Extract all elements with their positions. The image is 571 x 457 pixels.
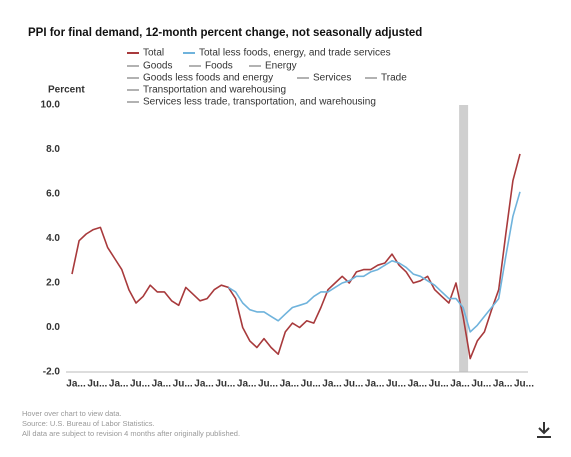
legend-label: Services less trade, transportation, and…	[143, 97, 376, 108]
download-button[interactable]	[537, 422, 551, 438]
y-tick-label: 2.0	[46, 278, 60, 289]
note: Hover over chart to view data.	[22, 409, 122, 418]
x-tick-label: Ju...	[173, 379, 193, 390]
y-tick-label: 6.0	[46, 189, 60, 200]
legend-label: Goods less foods and energy	[143, 73, 273, 84]
x-tick-label: Ju...	[429, 379, 449, 390]
x-tick-label: Ju...	[514, 379, 534, 390]
x-tick-label: Ja...	[493, 379, 513, 390]
note: All data are subject to revision 4 month…	[22, 429, 240, 438]
x-tick-label: Ja...	[280, 379, 300, 390]
x-tick-label: Ja...	[66, 379, 86, 390]
chart-title: PPI for final demand, 12-month percent c…	[28, 27, 422, 39]
y-tick-label: 10.0	[41, 100, 61, 111]
x-tick-label: Ja...	[237, 379, 257, 390]
x-tick-label: Ju...	[471, 379, 491, 390]
series-line	[227, 191, 521, 333]
x-tick-label: Ju...	[301, 379, 321, 390]
y-tick-label: -2.0	[43, 367, 61, 378]
y-axis-label: Percent	[48, 85, 85, 96]
download-icon[interactable]	[538, 427, 550, 435]
legend-label: Energy	[265, 61, 297, 72]
legend-label: Transportation and warehousing	[143, 85, 286, 96]
x-tick-label: Ju...	[87, 379, 107, 390]
note: Source: U.S. Bureau of Labor Statistics.	[22, 419, 155, 428]
legend-label: Services	[313, 73, 351, 84]
legend-label: Goods	[143, 61, 172, 72]
x-tick-label: Ja...	[152, 379, 172, 390]
recession-shade	[459, 105, 469, 372]
x-tick-label: Ju...	[343, 379, 363, 390]
legend-label: Total less foods, energy, and trade serv…	[199, 48, 391, 59]
legend-label: Foods	[205, 61, 233, 72]
legend-label: Total	[143, 48, 164, 59]
y-tick-label: 4.0	[46, 233, 60, 244]
x-tick-label: Ja...	[109, 379, 129, 390]
legend-label: Trade	[381, 73, 407, 84]
x-tick-label: Ja...	[408, 379, 428, 390]
x-tick-label: Ju...	[215, 379, 235, 390]
series-line	[71, 153, 521, 360]
y-tick-label: 8.0	[46, 144, 60, 155]
x-tick-label: Ja...	[450, 379, 470, 390]
x-tick-label: Ju...	[386, 379, 406, 390]
x-tick-label: Ju...	[130, 379, 150, 390]
x-tick-label: Ja...	[194, 379, 214, 390]
x-tick-label: Ja...	[365, 379, 385, 390]
y-tick-label: 0.0	[46, 322, 60, 333]
x-tick-label: Ja...	[322, 379, 342, 390]
x-tick-label: Ju...	[258, 379, 278, 390]
